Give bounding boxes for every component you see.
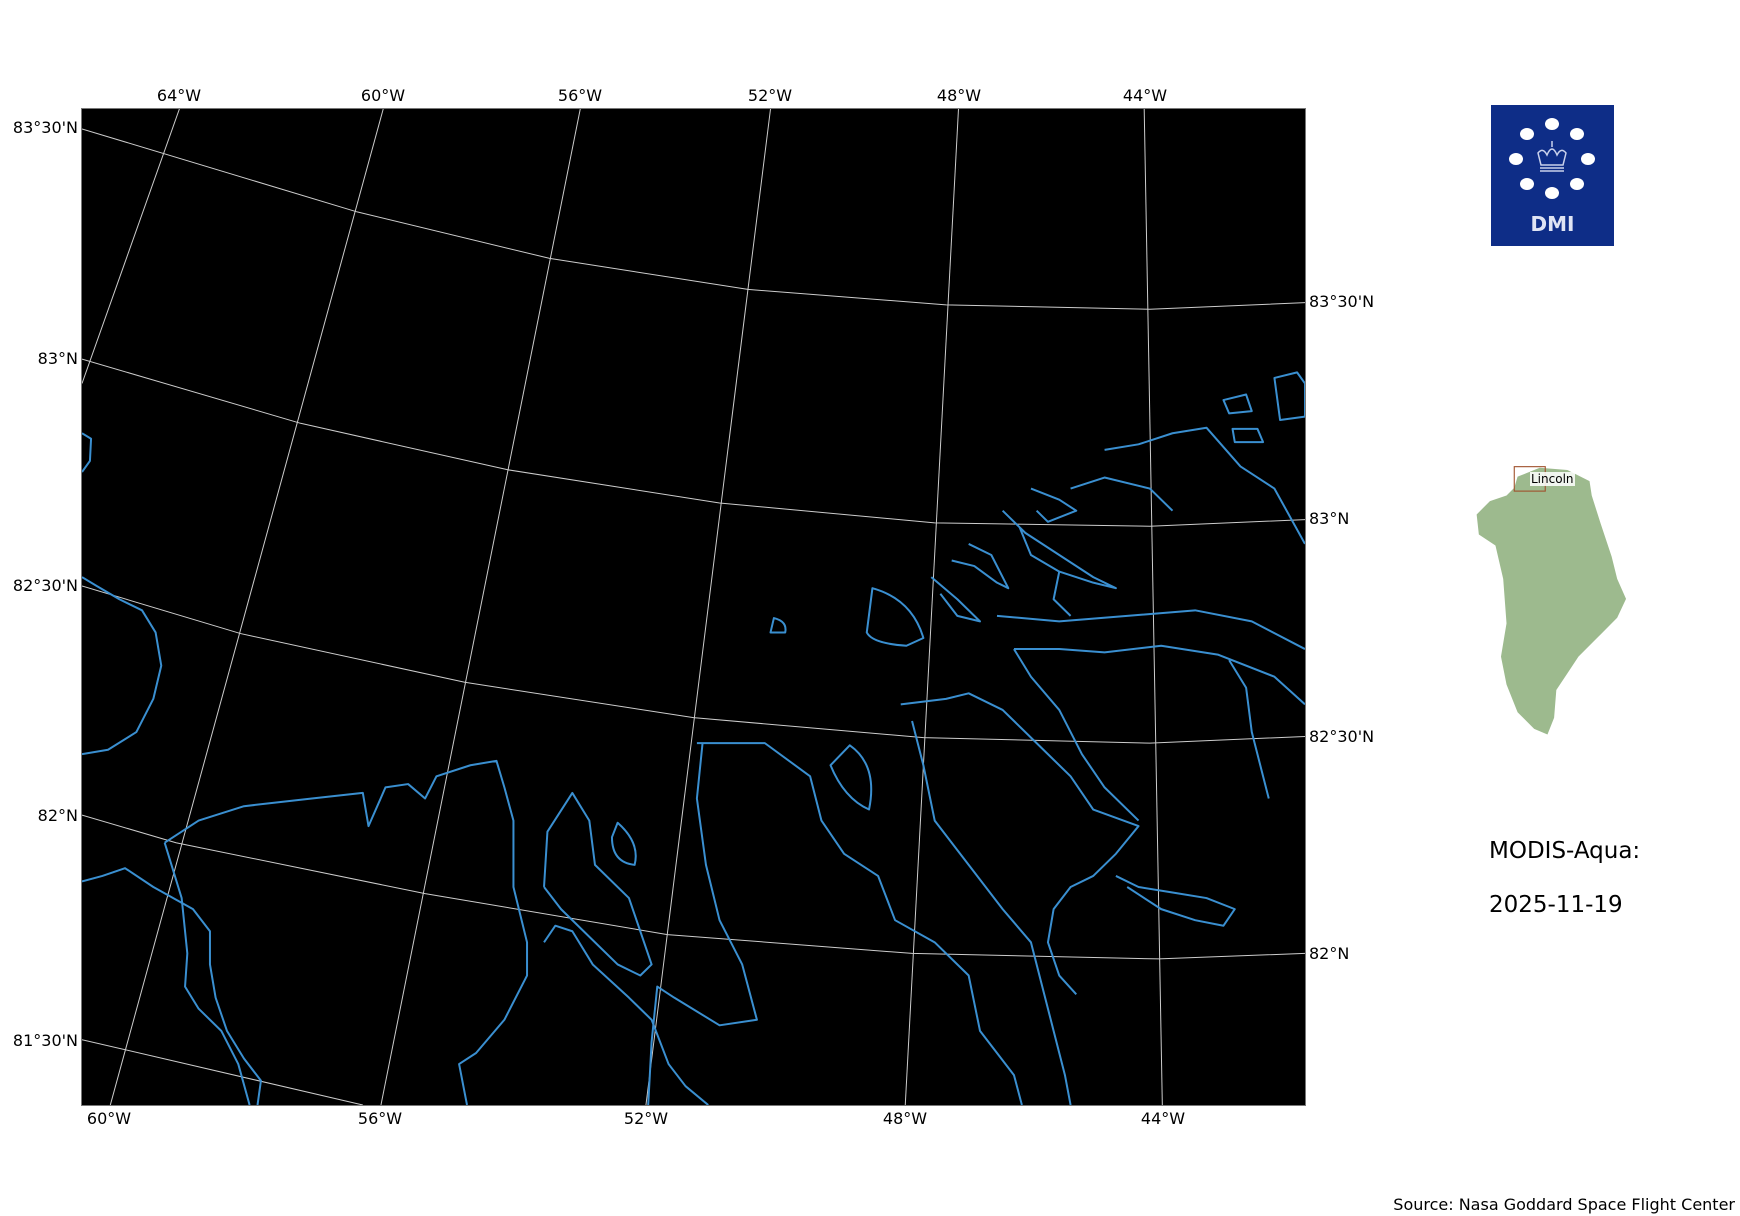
lon-label-top: 48°W [936,86,982,105]
lon-label-bottom: 52°W [623,1109,669,1128]
parallel-81-30n [82,1040,363,1105]
meridian-56w [381,109,580,1105]
lat-label-left: 83°N [37,349,78,368]
lat-label-left: 82°N [37,806,78,825]
lon-label-top: 44°W [1122,86,1168,105]
dmi-logo: DMI [1491,105,1614,246]
image-date: 2025-11-19 [1489,892,1623,918]
greenland-inset-map: Lincoln [1470,460,1636,740]
coastlines [82,372,1305,1105]
parallel-83n [82,359,1305,526]
meridian-44w [1144,109,1162,1105]
lat-label-left: 82°30'N [12,576,78,595]
lon-label-bottom: 48°W [882,1109,928,1128]
lon-label-bottom: 60°W [86,1109,132,1128]
lon-label-top: 52°W [747,86,793,105]
lat-label-right: 82°30'N [1309,727,1375,746]
meridian-52w [646,109,771,1105]
parallel-82n [82,815,1305,959]
lon-label-top: 64°W [156,86,202,105]
parallel-83-30n [82,129,1305,309]
source-credit: Source: Nasa Goddard Space Flight Center [1393,1195,1735,1214]
lat-label-right: 83°30'N [1309,292,1375,311]
lat-label-right: 83°N [1309,509,1350,528]
graticule [82,109,1305,1105]
meridian-48w [905,109,958,1105]
meridian-64w [82,109,179,383]
lon-label-bottom: 56°W [357,1109,403,1128]
map-canvas [82,109,1305,1105]
lon-label-top: 60°W [360,86,406,105]
meridian-60w [110,109,383,1105]
logo-text: DMI [1530,212,1575,236]
satellite-name: MODIS-Aqua: [1489,838,1641,864]
lon-label-bottom: 44°W [1140,1109,1186,1128]
greenland-shape [1476,466,1627,735]
region-label: Lincoln [1530,472,1575,486]
crown-stars-icon [1509,118,1595,199]
lat-label-left: 83°30'N [12,118,78,137]
lat-label-right: 82°N [1309,944,1350,963]
lat-label-left: 81°30'N [12,1031,78,1050]
parallel-82-30n [82,586,1305,743]
satellite-map[interactable] [81,108,1306,1106]
lon-label-top: 56°W [557,86,603,105]
